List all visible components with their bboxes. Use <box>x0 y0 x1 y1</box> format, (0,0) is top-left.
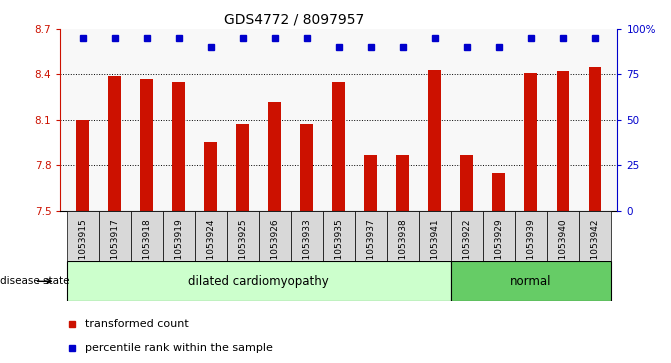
Bar <box>429 70 442 211</box>
Title: GDS4772 / 8097957: GDS4772 / 8097957 <box>224 12 364 26</box>
Text: GSM1053940: GSM1053940 <box>558 218 568 279</box>
Text: GSM1053942: GSM1053942 <box>590 218 599 279</box>
Bar <box>332 82 346 211</box>
Bar <box>99 211 131 261</box>
Bar <box>556 72 569 211</box>
Bar <box>387 211 419 261</box>
Bar <box>109 76 121 211</box>
Text: GSM1053917: GSM1053917 <box>110 218 119 279</box>
Bar <box>451 211 483 261</box>
Bar <box>227 211 259 261</box>
Bar <box>460 155 473 211</box>
Bar <box>163 211 195 261</box>
Bar <box>205 142 217 211</box>
Bar <box>323 211 355 261</box>
Text: GSM1053935: GSM1053935 <box>334 218 344 279</box>
Text: GSM1053939: GSM1053939 <box>527 218 535 279</box>
Text: GSM1053924: GSM1053924 <box>206 218 215 279</box>
Text: GSM1053933: GSM1053933 <box>303 218 311 279</box>
Bar <box>195 211 227 261</box>
Bar <box>140 79 153 211</box>
Text: GSM1053938: GSM1053938 <box>399 218 407 279</box>
Bar <box>364 155 377 211</box>
Text: GSM1053925: GSM1053925 <box>238 218 248 279</box>
Text: percentile rank within the sample: percentile rank within the sample <box>85 343 273 353</box>
Text: GSM1053926: GSM1053926 <box>270 218 279 279</box>
Bar <box>67 211 99 261</box>
Bar <box>419 211 451 261</box>
Bar <box>131 211 163 261</box>
Text: GSM1053919: GSM1053919 <box>174 218 183 279</box>
Bar <box>172 82 185 211</box>
Text: GSM1053918: GSM1053918 <box>142 218 151 279</box>
Bar <box>268 102 281 211</box>
Bar <box>301 124 313 211</box>
Bar <box>355 211 387 261</box>
Bar <box>547 211 579 261</box>
Text: transformed count: transformed count <box>85 319 189 329</box>
Bar <box>579 211 611 261</box>
Text: GSM1053941: GSM1053941 <box>430 218 440 279</box>
Text: dilated cardiomyopathy: dilated cardiomyopathy <box>189 275 329 288</box>
Bar <box>588 67 601 211</box>
Text: GSM1053922: GSM1053922 <box>462 218 472 279</box>
Bar <box>291 211 323 261</box>
Bar <box>525 73 537 211</box>
Text: GSM1053915: GSM1053915 <box>79 218 87 279</box>
Text: GSM1053929: GSM1053929 <box>495 218 503 279</box>
Bar <box>397 155 409 211</box>
Bar <box>493 173 505 211</box>
Bar <box>236 124 249 211</box>
Bar <box>515 211 547 261</box>
Text: disease state: disease state <box>0 276 70 286</box>
Bar <box>67 261 451 301</box>
Text: GSM1053937: GSM1053937 <box>366 218 375 279</box>
Text: normal: normal <box>510 275 552 288</box>
Bar <box>259 211 291 261</box>
Bar <box>76 120 89 211</box>
Bar <box>451 261 611 301</box>
Bar <box>483 211 515 261</box>
